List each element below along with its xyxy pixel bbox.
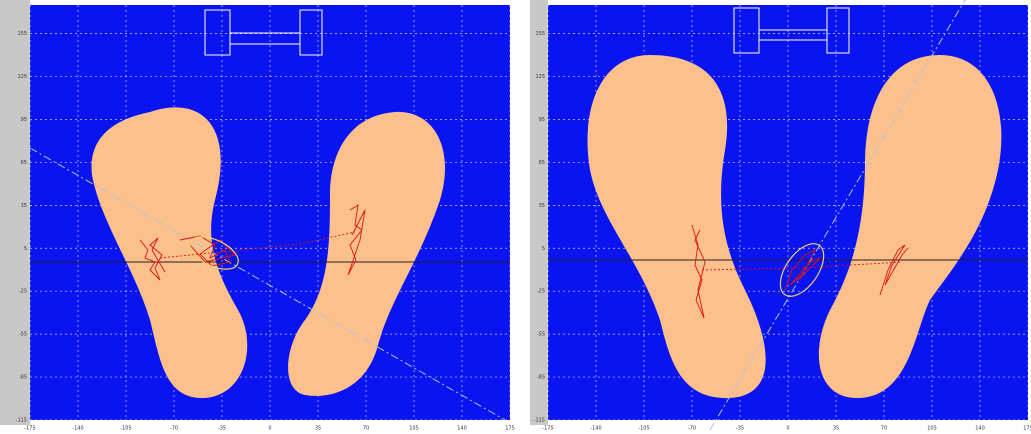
x-tick-label: -35	[218, 426, 226, 432]
x-tick-label: 140	[457, 426, 467, 432]
y-tick-label: -55	[537, 332, 545, 338]
y-tick-label: -25	[19, 289, 27, 295]
y-tick-label: 65	[21, 160, 27, 166]
x-tick-label: 140	[975, 426, 985, 432]
chart-panel: -175 -140 -105 -70 -35 0 35 70 105 140 175 -115 -85 -…	[0, 0, 515, 434]
x-tick-label: -105	[638, 426, 649, 432]
x-tick-label: -35	[736, 426, 744, 432]
y-tick-label: 155	[535, 31, 545, 37]
x-tick-label: 175	[1023, 426, 1031, 432]
y-tick-label: 5	[24, 246, 27, 252]
y-tick-label: 5	[542, 246, 545, 252]
x-tick-label: -175	[542, 426, 553, 432]
plot-area	[30, 5, 510, 420]
y-tick-label: 65	[539, 160, 545, 166]
y-tick-label: -55	[19, 332, 27, 338]
y-tick-label: 155	[17, 31, 27, 37]
page: -175 -140 -105 -70 -35 0 35 70 105 140 175 -115 -85 -…	[0, 0, 1031, 434]
x-tick-label: 35	[833, 426, 839, 432]
y-tick-label: -115	[16, 418, 27, 424]
chart-panel: -175 -140 -105 -70 -35 0 35 70 105 140 175 -115 -85 -…	[530, 0, 1031, 434]
y-tick-label: 95	[21, 117, 27, 123]
x-tick-label: 35	[315, 426, 321, 432]
x-tick-label: -70	[688, 426, 696, 432]
x-tick-label: 175	[505, 426, 515, 432]
y-tick-label: -115	[534, 418, 545, 424]
x-tick-label: 0	[268, 426, 271, 432]
x-tick-label: -140	[72, 426, 83, 432]
y-tick-label: -25	[537, 289, 545, 295]
x-tick-label: -140	[590, 426, 601, 432]
axis-strip	[0, 0, 30, 425]
y-tick-label: 95	[539, 117, 545, 123]
x-tick-label: 70	[363, 426, 369, 432]
x-tick-label: -70	[170, 426, 178, 432]
y-tick-label: 35	[21, 203, 27, 209]
y-tick-label: 35	[539, 203, 545, 209]
y-tick-label: 125	[535, 74, 545, 80]
x-tick-label: -175	[24, 426, 35, 432]
x-tick-label: 0	[786, 426, 789, 432]
y-tick-label: 125	[17, 74, 27, 80]
x-tick-label: -105	[120, 426, 131, 432]
x-tick-label: 105	[409, 426, 419, 432]
x-tick-label: 70	[881, 426, 887, 432]
y-tick-label: -85	[537, 375, 545, 381]
axis-strip	[530, 0, 548, 425]
y-tick-label: -85	[19, 375, 27, 381]
x-tick-label: 105	[927, 426, 937, 432]
